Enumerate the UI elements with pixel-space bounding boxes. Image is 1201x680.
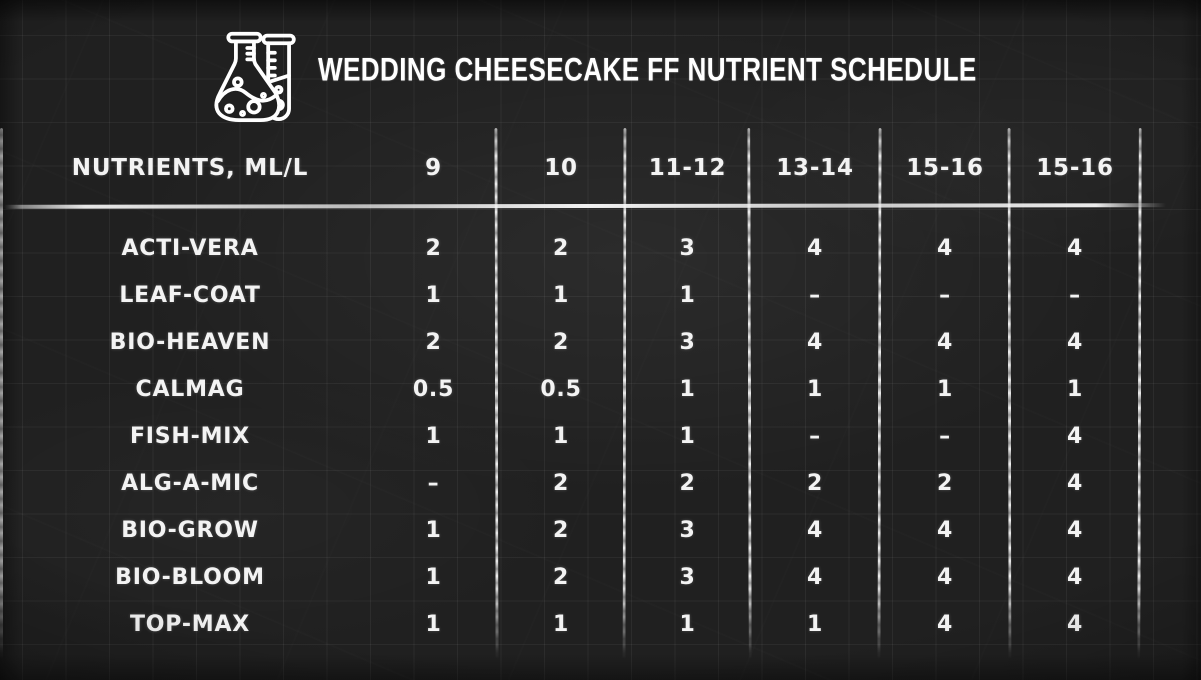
value-cell: 4: [936, 518, 954, 543]
value-cell: 1: [425, 612, 442, 637]
flask-and-test-tube-icon: [214, 31, 296, 122]
nutrient-label: ACTI-VERA: [121, 236, 259, 261]
nutrient-label: ALG-A-MIC: [121, 471, 259, 496]
value-cell: –: [1069, 283, 1081, 308]
value-cell: –: [809, 283, 821, 308]
value-cell: 4: [1066, 612, 1084, 637]
column-header-week: 15-16: [906, 155, 984, 181]
value-cell: 4: [806, 518, 824, 543]
column-divider-line: [0, 128, 3, 659]
nutrient-label: BIO-GROW: [121, 518, 259, 543]
value-cell: 2: [552, 565, 570, 590]
title-bar: WEDDING CHEESECAKE FF NUTRIENT SCHEDULE: [0, 0, 1201, 130]
nutrient-table: ACTI-VERA 2 2 3 4 4 4 LEAF-COAT 1 1 1 – …: [10, 225, 1140, 648]
value-cell: 2: [806, 471, 824, 496]
value-cell: 4: [936, 565, 954, 590]
value-cell: 4: [1066, 424, 1084, 449]
table-header-row: NUTRIENTS, ML/L 9 10 11-12 13-14 15-16 1…: [10, 130, 1140, 206]
value-cell: 4: [1066, 565, 1084, 590]
value-cell: 1: [936, 377, 954, 402]
column-header-week: 10: [544, 155, 578, 181]
value-cell: 1: [806, 377, 824, 402]
value-cell: 2: [552, 236, 570, 261]
value-cell: 4: [1066, 330, 1084, 355]
value-cell: 3: [679, 565, 696, 590]
value-cell: 4: [806, 236, 824, 261]
value-cell: –: [809, 424, 821, 449]
value-cell: 1: [425, 565, 442, 590]
nutrient-label: CALMAG: [135, 377, 245, 402]
value-cell: 1: [552, 424, 570, 449]
value-cell: 1: [1066, 377, 1084, 402]
value-cell: 4: [806, 565, 824, 590]
value-cell: 0.5: [412, 377, 455, 402]
value-cell: –: [939, 424, 951, 449]
value-cell: 4: [936, 612, 954, 637]
nutrient-label: BIO-HEAVEN: [109, 330, 271, 355]
value-cell: 4: [1066, 518, 1084, 543]
column-header-week: 11-12: [648, 155, 727, 181]
value-cell: 2: [425, 330, 442, 355]
value-cell: 4: [936, 330, 954, 355]
value-cell: 2: [552, 518, 570, 543]
column-header-week: 15-16: [1036, 155, 1114, 181]
value-cell: 1: [425, 424, 442, 449]
nutrient-label: LEAF-COAT: [119, 283, 261, 308]
value-cell: 3: [679, 518, 696, 543]
value-cell: 1: [679, 424, 696, 449]
value-cell: –: [939, 283, 951, 308]
value-cell: 2: [936, 471, 954, 496]
value-cell: 1: [679, 377, 696, 402]
value-cell: 4: [936, 236, 954, 261]
column-header-nutrients: NUTRIENTS, ML/L: [71, 155, 309, 181]
value-cell: 2: [425, 236, 442, 261]
value-cell: 1: [679, 612, 696, 637]
value-cell: 1: [425, 518, 442, 543]
value-cell: –: [427, 471, 440, 496]
nutrient-label: BIO-BLOOM: [115, 565, 265, 590]
value-cell: 2: [679, 471, 696, 496]
column-header-week: 9: [425, 155, 442, 181]
value-cell: 1: [806, 612, 824, 637]
value-cell: 3: [679, 236, 696, 261]
value-cell: 1: [552, 612, 570, 637]
page-title: WEDDING CHEESECAKE FF NUTRIENT SCHEDULE: [318, 50, 977, 89]
value-cell: 4: [1066, 471, 1084, 496]
value-cell: 2: [552, 330, 570, 355]
value-cell: 1: [679, 283, 696, 308]
value-cell: 2: [552, 471, 570, 496]
value-cell: 4: [806, 330, 824, 355]
value-cell: 4: [1066, 236, 1084, 261]
nutrient-label: FISH-MIX: [129, 424, 251, 449]
value-cell: 3: [679, 330, 696, 355]
nutrient-label: TOP-MAX: [129, 612, 251, 637]
value-cell: 1: [552, 283, 570, 308]
value-cell: 1: [425, 283, 442, 308]
column-header-week: 13-14: [776, 155, 854, 181]
value-cell: 0.5: [540, 377, 582, 402]
